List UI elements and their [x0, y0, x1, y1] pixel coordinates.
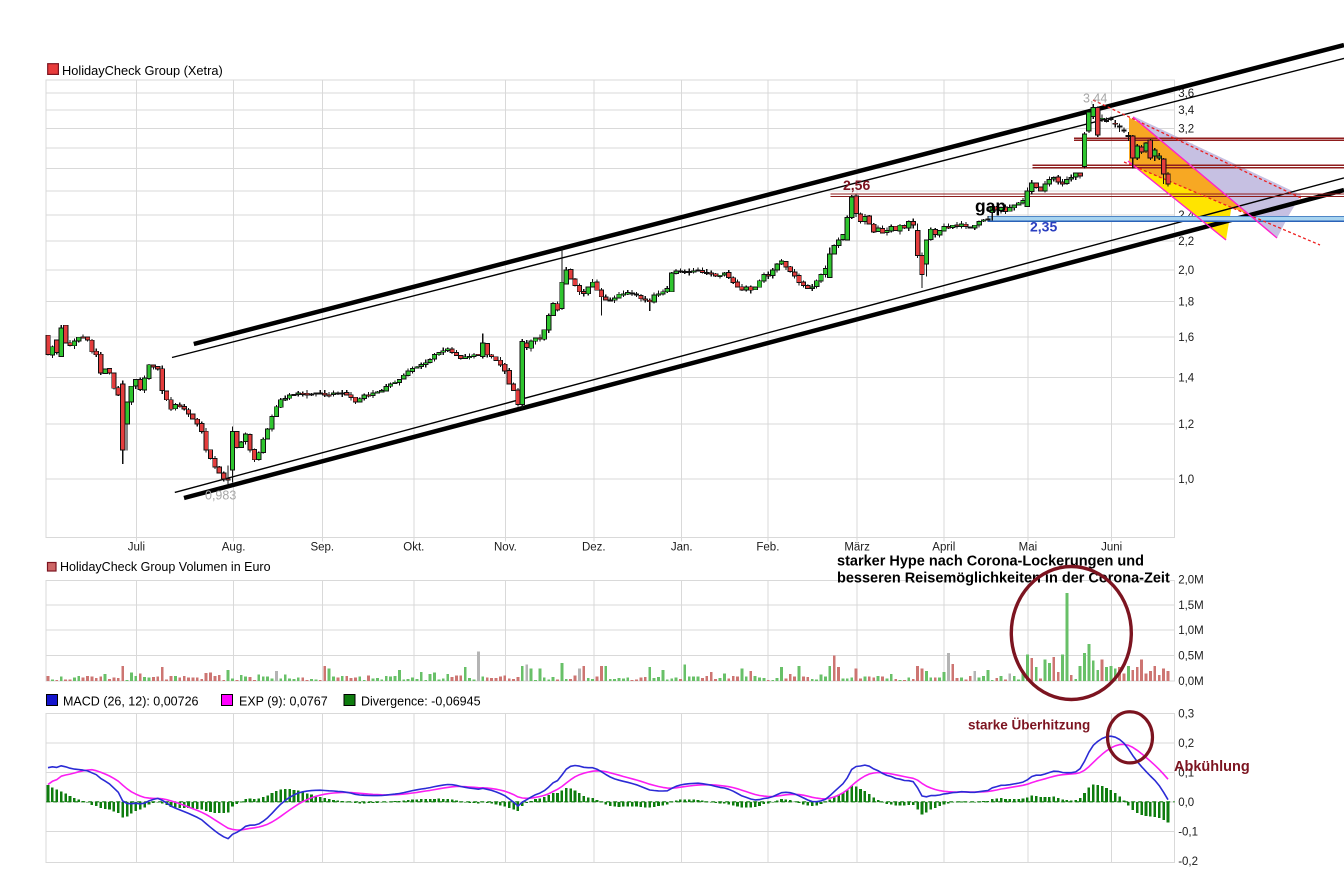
svg-text:Jan.: Jan.	[671, 542, 693, 554]
svg-text:1,0: 1,0	[1178, 474, 1194, 486]
svg-text:MACD (26, 12): 0,00726: MACD (26, 12): 0,00726	[63, 695, 199, 709]
svg-text:Juli: Juli	[128, 542, 145, 554]
svg-text:3,2: 3,2	[1178, 123, 1194, 135]
svg-text:3,44: 3,44	[1083, 92, 1107, 106]
svg-text:Aug.: Aug.	[222, 542, 246, 554]
svg-text:Feb.: Feb.	[756, 542, 779, 554]
svg-text:Mai: Mai	[1019, 542, 1038, 554]
svg-text:März: März	[844, 542, 870, 554]
svg-text:starke Überhitzung: starke Überhitzung	[968, 718, 1090, 733]
svg-text:1,6: 1,6	[1178, 332, 1194, 344]
svg-text:gap: gap	[975, 196, 1006, 216]
svg-text:0,0M: 0,0M	[1178, 676, 1204, 688]
svg-text:0,983: 0,983	[205, 489, 236, 503]
svg-text:Okt.: Okt.	[403, 542, 424, 554]
svg-text:-0,1: -0,1	[1178, 826, 1198, 838]
svg-text:1,4: 1,4	[1178, 372, 1195, 384]
svg-text:1,0M: 1,0M	[1178, 625, 1204, 637]
svg-text:0,2: 0,2	[1178, 738, 1194, 750]
svg-text:Juni: Juni	[1101, 542, 1122, 554]
svg-text:1,5M: 1,5M	[1178, 600, 1204, 612]
svg-text:Nov.: Nov.	[494, 542, 517, 554]
svg-text:HolidayCheck Group Volumen in: HolidayCheck Group Volumen in Euro	[60, 560, 271, 574]
svg-text:2,0: 2,0	[1178, 265, 1194, 277]
svg-text:2,56: 2,56	[843, 177, 870, 193]
svg-text:starker Hype nach Corona-Locke: starker Hype nach Corona-Lockerungen und	[837, 554, 1144, 570]
svg-text:April: April	[932, 542, 955, 554]
svg-text:3,4: 3,4	[1178, 105, 1195, 117]
svg-text:HolidayCheck Group (Xetra): HolidayCheck Group (Xetra)	[62, 63, 223, 78]
svg-text:EXP (9): 0,0767: EXP (9): 0,0767	[239, 695, 328, 709]
svg-text:2,35: 2,35	[1030, 219, 1057, 235]
svg-text:1,8: 1,8	[1178, 297, 1194, 309]
svg-text:Abkühlung: Abkühlung	[1174, 759, 1250, 775]
svg-text:Divergence: -0,06945: Divergence: -0,06945	[361, 695, 481, 709]
svg-text:besseren Reisemöglichkeiten in: besseren Reisemöglichkeiten in der Coron…	[837, 571, 1170, 587]
svg-text:0,3: 0,3	[1178, 708, 1194, 720]
svg-text:Dez.: Dez.	[582, 542, 606, 554]
svg-text:-0,2: -0,2	[1178, 856, 1198, 868]
svg-text:2,2: 2,2	[1178, 236, 1194, 248]
svg-text:2,0M: 2,0M	[1178, 574, 1204, 586]
svg-text:Sep.: Sep.	[310, 542, 334, 554]
svg-text:1,2: 1,2	[1178, 419, 1194, 431]
svg-text:0,5M: 0,5M	[1178, 651, 1204, 663]
svg-text:0,0: 0,0	[1178, 797, 1194, 809]
